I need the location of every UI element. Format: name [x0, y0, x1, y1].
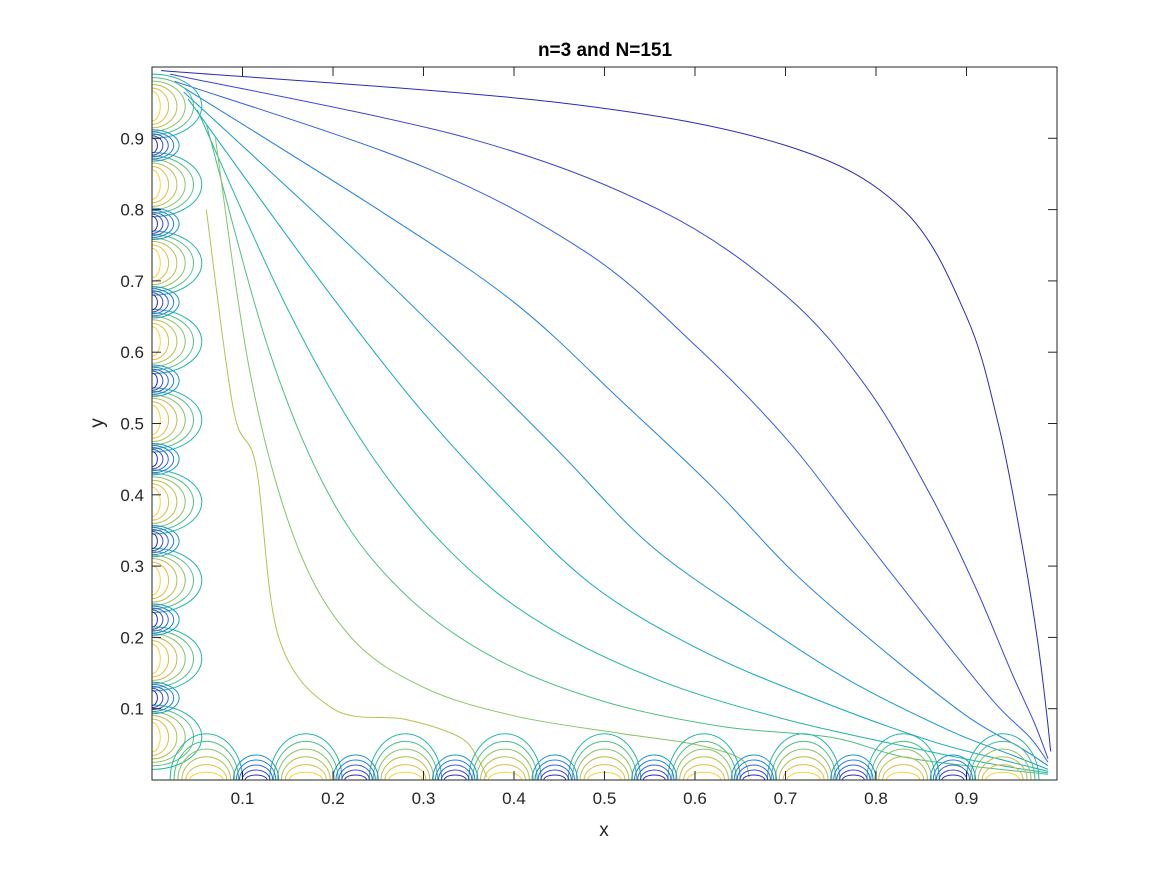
contour-line-level-4: [178, 84, 1049, 767]
contour-line-level-7: [196, 109, 1049, 774]
bottom-edge-cell: [432, 754, 479, 780]
x-tick-label: 0.6: [683, 789, 707, 808]
contour-line-level-5: [183, 91, 1049, 770]
bottom-edge-cell: [631, 754, 678, 780]
contour-lines: [161, 70, 1052, 778]
y-tick-label: 0.1: [120, 700, 144, 719]
bottom-edge-cell: [830, 754, 877, 780]
x-tick-label: 0.4: [502, 789, 526, 808]
plot-area-frame: [151, 66, 1058, 781]
y-tick-label: 0.2: [120, 628, 144, 647]
contour-line-level-1: [161, 70, 1052, 752]
contour-line-level-10: [205, 209, 488, 778]
y-tick-label: 0.7: [120, 272, 144, 291]
contour-line-level-9: [214, 138, 750, 778]
x-tick-label: 0.8: [864, 789, 888, 808]
y-axis-label: y: [87, 418, 108, 428]
x-tick-label: 0.9: [955, 789, 979, 808]
y-tick-label: 0.3: [120, 557, 144, 576]
axis-ticks: 0.1 0.2 0.3 0.4 0.5 0.6 0.7 0.8 0.9 0.1 0.2 0.3 0.4 0…: [120, 67, 1057, 808]
contour-line-level-3: [174, 80, 1049, 763]
y-tick-label: 0.5: [120, 415, 144, 434]
x-tick-label: 0.1: [231, 789, 255, 808]
y-tick-label: 0.6: [120, 343, 144, 362]
chart-title: n=3 and N=151: [538, 40, 673, 61]
bottom-edge-cell: [332, 754, 379, 780]
y-tick-label: 0.8: [120, 201, 144, 220]
x-tick-label: 0.7: [774, 789, 798, 808]
bottom-edge-cell: [531, 754, 578, 780]
x-tick-label: 0.5: [593, 789, 617, 808]
x-tick-label: 0.3: [412, 789, 436, 808]
contour-line-level-8: [205, 123, 1049, 775]
bottom-edge-cell: [929, 754, 977, 780]
y-tick-label: 0.4: [120, 486, 144, 505]
contour-line-level-6: [187, 98, 1049, 772]
contour-line-level-2: [169, 73, 1049, 759]
x-tick-label: 0.2: [321, 789, 345, 808]
bottom-edge-cell: [232, 754, 280, 780]
boundary-contour-cells: [152, 73, 1040, 780]
bottom-edge-cell: [730, 754, 777, 780]
x-axis-label: x: [599, 820, 609, 841]
y-tick-label: 0.9: [120, 129, 144, 148]
